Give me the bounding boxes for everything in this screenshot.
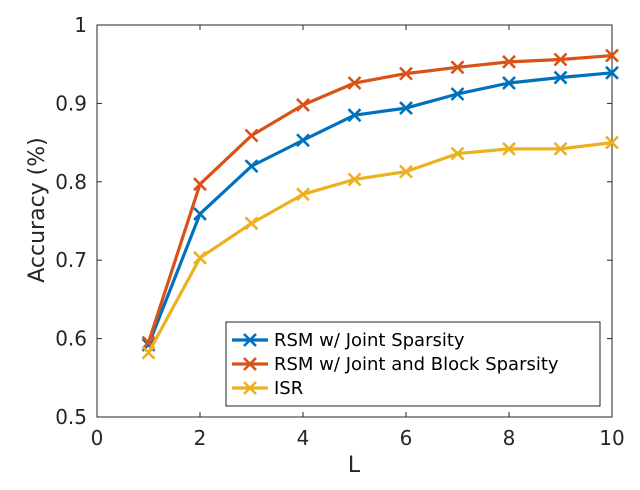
data-point-marker (605, 65, 619, 80)
data-point-marker (347, 172, 362, 187)
y-axis-title: Accuracy (%) (25, 137, 50, 283)
x-axis-ticks: 0 2 4 6 8 10 (91, 25, 625, 450)
data-point-marker (502, 76, 516, 90)
data-point-marker (605, 48, 619, 63)
data-point-marker (193, 250, 207, 265)
data-point-marker (450, 60, 465, 75)
legend-item: RSM w/ Joint Sparsity (232, 330, 465, 351)
x-tick-label: 0 (91, 426, 104, 450)
data-point-marker (296, 98, 310, 112)
legend-label: ISR (274, 378, 303, 399)
legend-label: RSM w/ Joint and Block Sparsity (274, 354, 559, 375)
y-tick-label: 0.7 (55, 248, 87, 272)
legend-item: RSM w/ Joint and Block Sparsity (232, 354, 559, 375)
legend: RSM w/ Joint Sparsity RSM w/ Joint and Bl… (225, 321, 601, 407)
series-line (147, 141, 613, 354)
series-line (147, 71, 613, 346)
data-point-marker (450, 146, 465, 161)
y-axis-ticks: 0.5 0.6 0.7 0.8 0.9 1 (55, 13, 612, 429)
data-point-marker (244, 128, 259, 143)
data-point-marker (296, 187, 310, 202)
x-tick-label: 2 (194, 426, 207, 450)
data-point-marker (347, 76, 362, 90)
x-axis-title: L (348, 453, 361, 478)
legend-item: ISR (232, 378, 303, 399)
data-point-marker (244, 159, 259, 174)
series-3 (141, 135, 619, 360)
x-tick-label: 6 (400, 426, 413, 450)
x-tick-label: 10 (599, 426, 624, 450)
series-line (146, 53, 613, 344)
y-tick-label: 0.8 (55, 170, 87, 194)
series-1 (141, 65, 619, 352)
data-point-marker (502, 141, 516, 156)
x-tick-label: 8 (503, 426, 516, 450)
x-tick-label: 4 (297, 426, 310, 450)
series-2 (141, 48, 619, 350)
data-point-marker (141, 345, 156, 360)
data-point-marker (450, 87, 465, 101)
data-point-marker (399, 164, 413, 179)
data-point-marker (553, 52, 568, 67)
data-point-marker (399, 66, 413, 81)
data-point-marker (347, 108, 362, 123)
data-point-marker (605, 135, 619, 150)
legend-label: RSM w/ Joint Sparsity (274, 330, 465, 351)
y-tick-label: 1 (74, 13, 87, 37)
data-point-marker (502, 54, 516, 69)
legend-swatch-marker (243, 381, 257, 395)
data-point-marker (553, 70, 568, 85)
data-point-marker (296, 133, 310, 148)
data-point-marker (553, 141, 568, 156)
data-point-marker (244, 216, 259, 231)
y-tick-label: 0.6 (55, 327, 87, 351)
data-point-marker (193, 177, 207, 192)
data-point-marker (399, 101, 413, 116)
data-point-marker (193, 207, 207, 221)
legend-swatch-marker (243, 357, 257, 371)
y-tick-label: 0.9 (55, 91, 87, 115)
y-tick-label: 0.5 (55, 405, 87, 429)
legend-box (225, 321, 601, 407)
legend-swatch-marker (243, 333, 257, 347)
series-layer (141, 48, 619, 360)
